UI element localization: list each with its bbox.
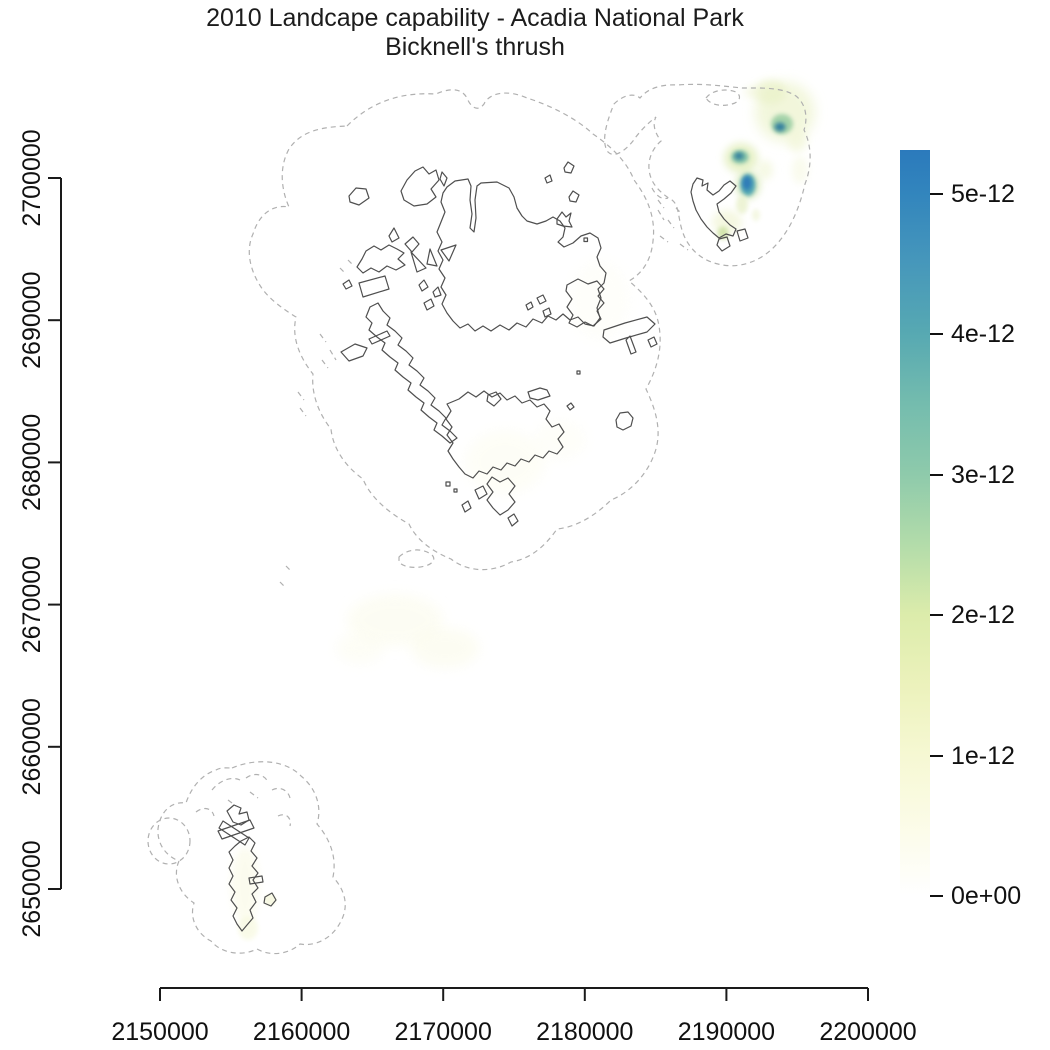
- y-axis: [48, 177, 62, 890]
- green-core-cell: [771, 114, 793, 134]
- mdi-northeast-parcel: [436, 178, 607, 332]
- isle-au-haut-park-outline: [217, 804, 277, 932]
- capability-raster-patches: [231, 80, 815, 940]
- schoodic-inner-dash: [705, 89, 741, 106]
- y-tick-label: 2680000: [18, 414, 46, 511]
- y-tick-label: 2700000: [18, 129, 46, 226]
- mdi-southwest-parcels: [340, 302, 458, 444]
- y-tick-label: 2690000: [18, 272, 46, 369]
- x-axis: [159, 987, 869, 1001]
- y-tick-label: 2670000: [18, 556, 46, 653]
- plot-title: 2010 Landcape capability - Acadia Nation…: [75, 4, 875, 62]
- mdi-central-islets: [418, 279, 442, 311]
- blue-peak-cell: [736, 171, 760, 199]
- y-tick-label: 2650000: [18, 840, 46, 937]
- teal-cluster-cell: [724, 143, 758, 173]
- mdi-northeast-islets: [544, 161, 589, 243]
- isle-au-haut-west-lobe: [147, 817, 191, 865]
- x-tick-label: 2200000: [819, 1018, 916, 1046]
- x-tick-label: 2190000: [678, 1018, 775, 1046]
- mdi-southern-parcels: [445, 390, 565, 527]
- mdi-western-parcels: [342, 244, 457, 298]
- x-tick-label: 2180000: [536, 1018, 633, 1046]
- y-tick-label: 2660000: [18, 698, 46, 795]
- y-axis-labels: 2700000 2690000 2680000 2670000 2660000 …: [18, 129, 46, 937]
- mdi-buffer-outline: [248, 89, 661, 571]
- offshore-islets: [486, 370, 634, 431]
- schoodic-buffer-outline: [604, 83, 811, 267]
- park-parcel-outlines: [217, 161, 749, 932]
- x-tick-label: 2150000: [111, 1018, 208, 1046]
- isle-au-haut-buffer-outline: [157, 761, 346, 955]
- plot-title-line2: Bicknell's thrush: [385, 33, 565, 61]
- leaf-islet-outline: [398, 549, 435, 568]
- buffer-boundaries: [147, 83, 811, 955]
- x-tick-label: 2160000: [253, 1018, 350, 1046]
- dash-fragments: [195, 187, 689, 827]
- mdi-eastern-parcels: [565, 278, 658, 355]
- plot-title-line1: 2010 Landcape capability - Acadia Nation…: [206, 4, 744, 32]
- mdi-northwest-islands: [348, 166, 448, 253]
- x-axis-labels: 2150000 2160000 2170000 2180000 2190000 …: [111, 1018, 916, 1046]
- schoodic-park-outline: [690, 177, 749, 252]
- x-tick-label: 2170000: [395, 1018, 492, 1046]
